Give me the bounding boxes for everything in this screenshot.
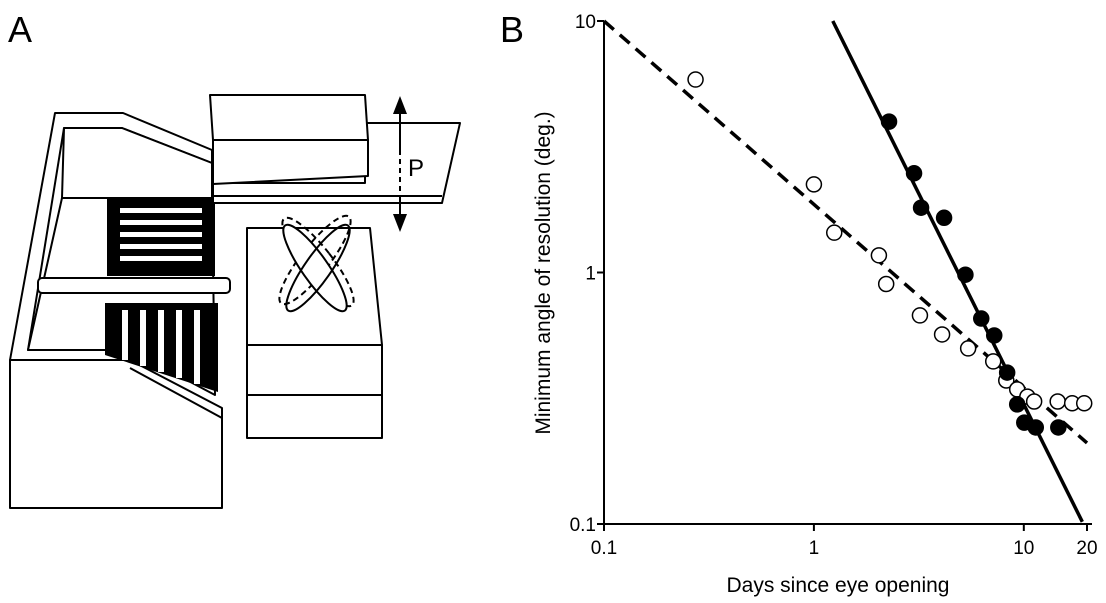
data-point xyxy=(912,308,927,323)
panel-label: A xyxy=(8,9,32,50)
data-point xyxy=(935,327,950,342)
pendulum-label: P xyxy=(408,155,424,182)
data-point xyxy=(879,277,894,292)
data-point xyxy=(987,328,1002,343)
y-tick-label: 1 xyxy=(585,264,596,285)
data-point xyxy=(1028,420,1043,435)
data-point xyxy=(974,311,989,326)
data-point xyxy=(688,72,703,87)
data-point xyxy=(958,267,973,282)
data-point xyxy=(827,225,842,240)
y-tick-label: 10 xyxy=(575,12,596,33)
x-tick-label: 10 xyxy=(1013,538,1034,559)
data-point xyxy=(1077,396,1092,411)
x-tick-label: 0.1 xyxy=(591,538,617,559)
x-tick-label: 20 xyxy=(1076,538,1097,559)
data-point xyxy=(871,248,886,263)
data-point xyxy=(1010,397,1025,412)
data-point xyxy=(882,114,897,129)
panel-label: B xyxy=(500,9,524,50)
fit-line xyxy=(833,21,1083,522)
data-point xyxy=(1050,394,1065,409)
data-point xyxy=(1027,394,1042,409)
apparatus-diagram: A P xyxy=(8,9,460,508)
data-point xyxy=(1000,365,1015,380)
chart: B Days since eye opening Minimum angle o… xyxy=(500,9,1098,597)
figure: A P xyxy=(0,0,1106,603)
data-point xyxy=(907,166,922,181)
data-point xyxy=(914,200,929,215)
data-point xyxy=(937,210,952,225)
x-axis-label: Days since eye opening xyxy=(727,574,950,597)
data-point xyxy=(961,341,976,356)
data-point xyxy=(986,354,1001,369)
data-point xyxy=(806,177,821,192)
x-tick-label: 1 xyxy=(809,538,820,559)
fit-line xyxy=(604,21,1087,443)
y-axis-label: Minimum angle of resolution (deg.) xyxy=(532,111,555,434)
data-point xyxy=(1051,420,1066,435)
y-tick-label: 0.1 xyxy=(570,515,596,536)
